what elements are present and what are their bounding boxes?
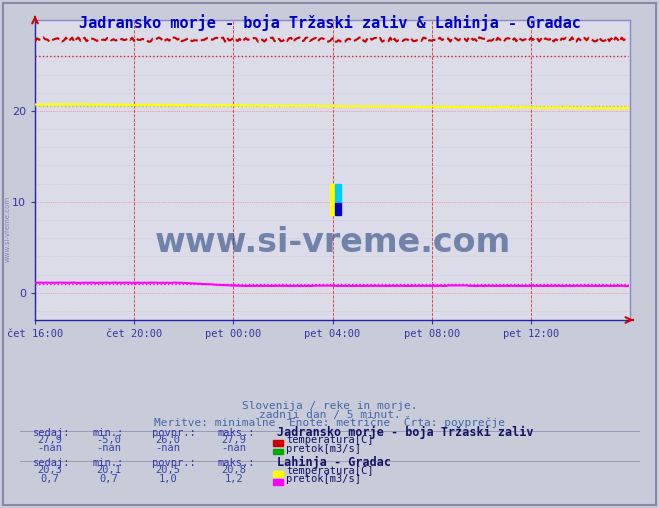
Text: sedaj:: sedaj: <box>33 458 71 468</box>
Text: 20,5: 20,5 <box>156 465 181 475</box>
Text: 1,0: 1,0 <box>159 473 177 484</box>
Text: maks.:: maks.: <box>217 458 255 468</box>
Text: 26,0: 26,0 <box>156 435 181 445</box>
Text: Jadransko morje - boja Tržaski zaliv & Lahinja - Gradac: Jadransko morje - boja Tržaski zaliv & L… <box>78 14 581 31</box>
Text: Jadransko morje - boja Tržaski zaliv: Jadransko morje - boja Tržaski zaliv <box>277 426 533 439</box>
Bar <box>335 203 341 215</box>
Bar <box>330 183 335 215</box>
Text: www.si-vreme.com: www.si-vreme.com <box>5 196 11 262</box>
Text: 20,8: 20,8 <box>221 465 246 475</box>
Bar <box>335 183 341 203</box>
Text: Lahinja - Gradac: Lahinja - Gradac <box>277 456 391 469</box>
Text: min.:: min.: <box>92 428 123 438</box>
Text: pretok[m3/s]: pretok[m3/s] <box>286 443 361 454</box>
Text: www.si-vreme.com: www.si-vreme.com <box>154 226 511 259</box>
Text: 1,2: 1,2 <box>225 473 243 484</box>
Text: Slovenija / reke in morje.: Slovenija / reke in morje. <box>242 401 417 411</box>
Text: Meritve: minimalne  Enote: metrične  Črta: povprečje: Meritve: minimalne Enote: metrične Črta:… <box>154 416 505 428</box>
Text: temperatura[C]: temperatura[C] <box>286 466 374 476</box>
Text: -nan: -nan <box>96 443 121 453</box>
Text: maks.:: maks.: <box>217 428 255 438</box>
Text: temperatura[C]: temperatura[C] <box>286 435 374 446</box>
Text: 0,7: 0,7 <box>100 473 118 484</box>
Text: 27,9: 27,9 <box>221 435 246 445</box>
Text: -nan: -nan <box>37 443 62 453</box>
Text: -nan: -nan <box>156 443 181 453</box>
Text: 0,7: 0,7 <box>40 473 59 484</box>
Text: povpr.:: povpr.: <box>152 458 195 468</box>
Text: 27,9: 27,9 <box>37 435 62 445</box>
Text: -5,0: -5,0 <box>96 435 121 445</box>
Text: povpr.:: povpr.: <box>152 428 195 438</box>
Text: 20,3: 20,3 <box>37 465 62 475</box>
Text: zadnji dan / 5 minut.: zadnji dan / 5 minut. <box>258 409 401 420</box>
Text: 20,1: 20,1 <box>96 465 121 475</box>
Text: sedaj:: sedaj: <box>33 428 71 438</box>
Text: min.:: min.: <box>92 458 123 468</box>
Text: -nan: -nan <box>221 443 246 453</box>
Text: pretok[m3/s]: pretok[m3/s] <box>286 474 361 484</box>
